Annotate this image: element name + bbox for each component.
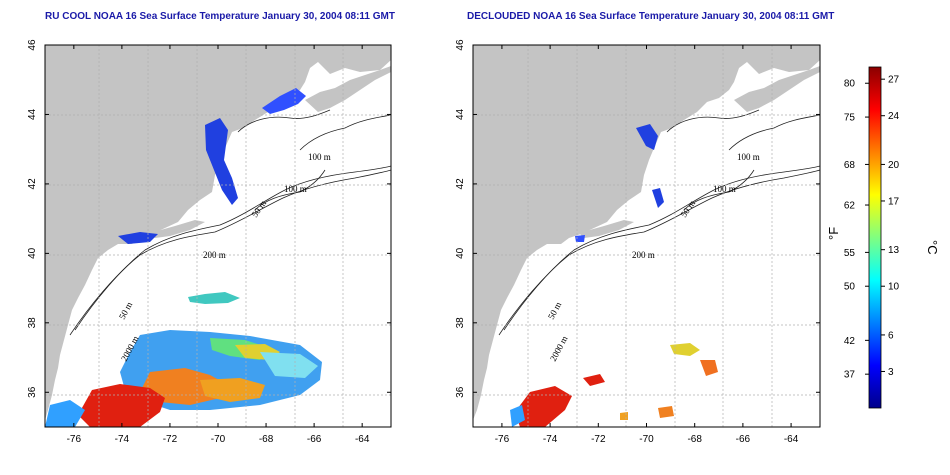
land-area	[473, 45, 820, 420]
sst-patches-declouded	[510, 124, 718, 427]
celsius-tick-label: 20	[888, 160, 900, 171]
y-tick-label: 36	[455, 386, 466, 398]
contour-label-100m-a: 100 m	[737, 152, 760, 162]
y-tick-label: 38	[27, 317, 38, 329]
celsius-tick-label: 6	[888, 330, 894, 341]
sst-patches-raw	[45, 88, 322, 427]
contour-label-100m-b: 100 m	[713, 184, 736, 194]
y-tick-label: 46	[455, 39, 466, 51]
x-tick-label: -68	[687, 434, 702, 445]
x-tick-label: -72	[591, 434, 606, 445]
land-area	[45, 45, 391, 420]
y-tick-label: 38	[455, 317, 466, 329]
fahrenheit-tick-label: 50	[844, 282, 856, 293]
y-tick-label: 44	[27, 108, 38, 120]
celsius-tick-label: 10	[888, 282, 900, 293]
y-tick-label: 40	[27, 247, 38, 259]
land-area-longisland	[579, 220, 634, 238]
fahrenheit-tick-label: 42	[844, 336, 856, 347]
y-tick-label: 36	[27, 386, 38, 398]
y-tick-label: 46	[27, 39, 38, 51]
panel-title-declouded: DECLOUDED NOAA 16 Sea Surface Temperatur…	[467, 11, 835, 22]
colorbar: 27 24 20 17 13 10 6 3 80 75 68 62 55 50 42 37 °F °C	[826, 66, 940, 409]
x-tick-label: -64	[355, 434, 370, 445]
fahrenheit-tick-label: 55	[844, 248, 856, 259]
colorbar-ticks: 27 24 20 17 13 10 6 3 80 75 68 62 55 50 42 37	[844, 75, 900, 381]
fahrenheit-tick-label: 75	[844, 113, 856, 124]
x-tick-label: -74	[115, 434, 130, 445]
fahrenheit-tick-label: 62	[844, 201, 856, 212]
y-tick-label: 40	[455, 247, 466, 259]
map-panel-raw: 100 m 100 m 50 m 200 m 50 m 2000 m -76 -7…	[27, 39, 392, 445]
axis-ticks-raw: -76 -74 -72 -70 -68 -66 -64 46 44 42 40 38 36	[27, 39, 391, 445]
land-area-longisland	[150, 220, 205, 238]
y-tick-label: 42	[27, 178, 38, 190]
panel-title-raw: RU COOL NOAA 16 Sea Surface Temperature …	[45, 11, 395, 22]
x-tick-label: -64	[784, 434, 799, 445]
celsius-tick-label: 17	[888, 196, 900, 207]
fahrenheit-tick-label: 37	[844, 370, 856, 381]
grid-lines	[45, 45, 391, 427]
x-tick-label: -74	[543, 434, 558, 445]
contour-label-100m-a: 100 m	[308, 152, 331, 162]
x-tick-label: -70	[639, 434, 654, 445]
colorbar-label-fahrenheit: °F	[826, 227, 841, 240]
x-tick-label: -70	[211, 434, 226, 445]
bathymetry-contours	[69, 109, 391, 336]
colorbar-label-celsius: °C	[925, 240, 940, 255]
bathymetry-contours	[498, 109, 820, 336]
x-tick-label: -66	[307, 434, 322, 445]
celsius-tick-label: 27	[888, 75, 900, 86]
fahrenheit-tick-label: 80	[844, 79, 856, 90]
land-area-novascotia	[734, 66, 820, 112]
contour-label-200m: 200 m	[203, 250, 226, 260]
colorbar-gradient	[868, 66, 882, 409]
y-tick-label: 42	[455, 178, 466, 190]
axis-ticks-declouded: -76 -74 -72 -70 -68 -66 -64 46 44 42 40 38 36	[455, 39, 820, 445]
x-tick-label: -76	[67, 434, 82, 445]
celsius-tick-label: 24	[888, 111, 900, 122]
fahrenheit-tick-label: 68	[844, 160, 856, 171]
land-area-novascotia	[305, 45, 391, 112]
contour-label-200m: 200 m	[632, 250, 655, 260]
contour-label-100m-b: 100 m	[284, 184, 307, 194]
celsius-tick-label: 3	[888, 367, 894, 378]
x-tick-label: -72	[163, 434, 178, 445]
x-tick-label: -76	[495, 434, 510, 445]
x-tick-label: -66	[736, 434, 751, 445]
map-panel-declouded: 100 m 100 m 50 m 200 m 50 m 2000 m -76 -7…	[455, 39, 821, 445]
y-tick-label: 44	[455, 108, 466, 120]
x-tick-label: -68	[259, 434, 274, 445]
grid-lines	[473, 45, 820, 427]
celsius-tick-label: 13	[888, 245, 900, 256]
